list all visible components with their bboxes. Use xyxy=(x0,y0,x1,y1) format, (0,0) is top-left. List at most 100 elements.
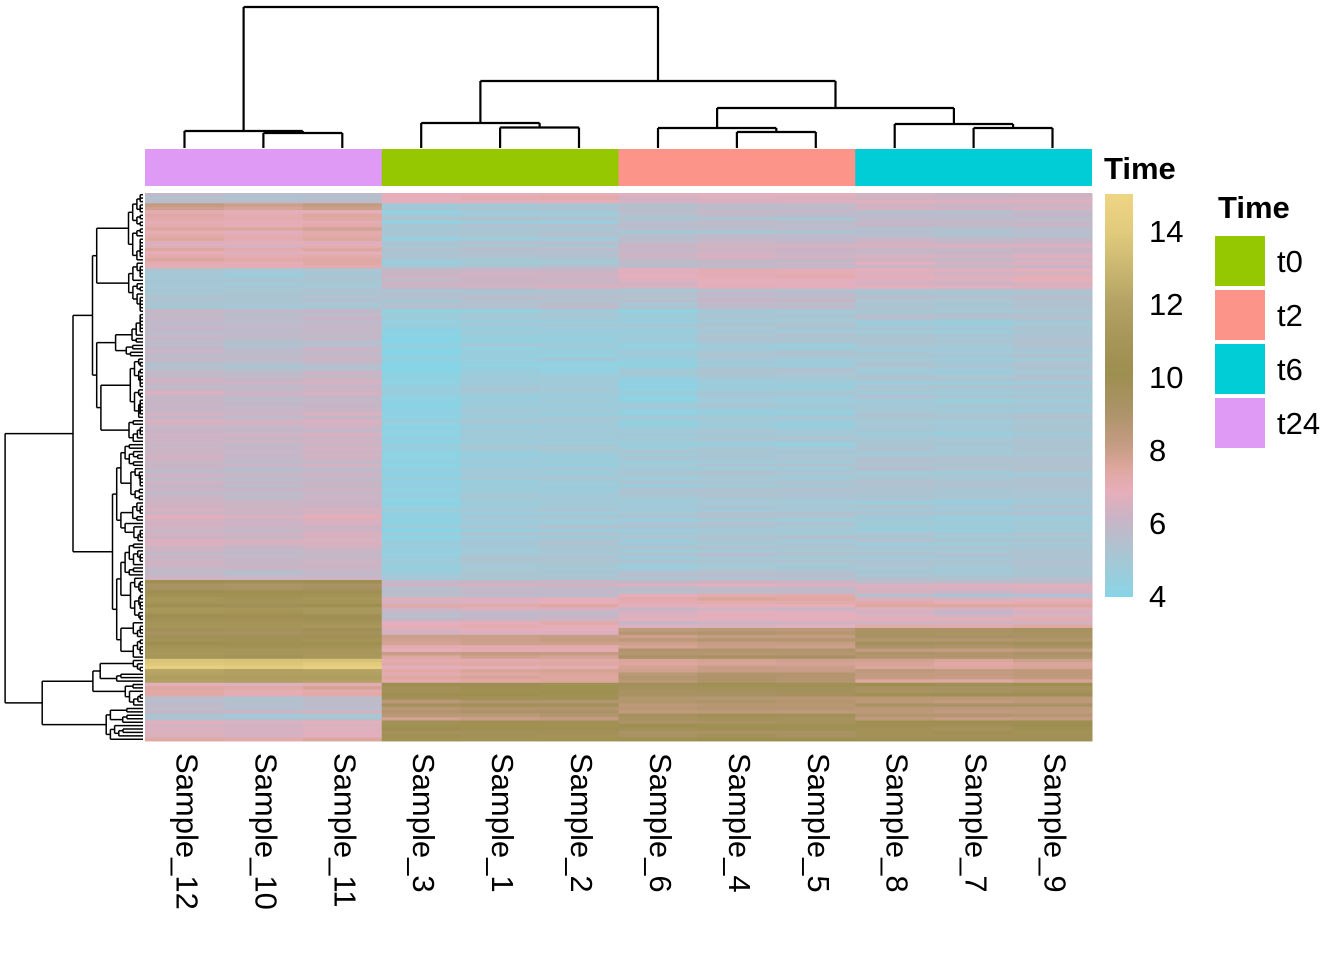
heatmap-cell xyxy=(1013,641,1093,646)
heatmap-cell xyxy=(618,501,698,506)
heatmap-cell xyxy=(302,484,383,489)
heatmap-cell xyxy=(381,422,462,427)
heatmap-cell xyxy=(381,610,462,615)
heatmap-cell xyxy=(776,312,856,317)
heatmap-cell xyxy=(855,490,935,495)
heatmap-cell xyxy=(145,295,225,300)
heatmap-cell xyxy=(934,449,1014,454)
heatmap-cell xyxy=(855,576,935,581)
heatmap-cell xyxy=(1013,299,1093,304)
heatmap-cell xyxy=(855,213,935,218)
heatmap-cell xyxy=(855,275,935,280)
heatmap-cell xyxy=(1013,446,1093,451)
heatmap-cell xyxy=(697,689,777,694)
heatmap-cell xyxy=(618,323,698,328)
heatmap-cell xyxy=(1013,323,1093,328)
heatmap-cell xyxy=(302,302,383,307)
heatmap-cell xyxy=(1013,453,1093,458)
heatmap-cell xyxy=(1013,490,1093,495)
heatmap-cell xyxy=(381,316,462,321)
heatmap-cell xyxy=(539,223,619,228)
heatmap-cell xyxy=(460,586,541,591)
heatmap-cell xyxy=(145,528,225,533)
heatmap-cell xyxy=(776,234,856,238)
heatmap-cell xyxy=(618,415,698,420)
heatmap-cell xyxy=(460,562,541,567)
heatmap-cell xyxy=(934,213,1014,218)
heatmap-cell xyxy=(460,549,541,554)
heatmap-cell xyxy=(618,395,698,399)
column-label: Sample_1 xyxy=(485,753,520,893)
heatmap-cell xyxy=(460,624,541,629)
heatmap-cell xyxy=(776,672,856,677)
heatmap-cell xyxy=(460,494,541,499)
heatmap-cell xyxy=(618,456,698,461)
heatmap-cell xyxy=(223,398,304,403)
heatmap-cell xyxy=(855,604,935,608)
heatmap-cell xyxy=(381,251,462,256)
heatmap-cell xyxy=(697,696,777,701)
heatmap-cell xyxy=(1013,203,1093,208)
heatmap-cell xyxy=(460,258,541,262)
heatmap-cell xyxy=(776,614,856,619)
heatmap-cell xyxy=(1013,521,1093,526)
heatmap-cell xyxy=(145,278,225,283)
heatmap-cell xyxy=(855,703,935,708)
heatmap-cell xyxy=(776,247,856,252)
heatmap-cell xyxy=(618,357,698,362)
heatmap-cell xyxy=(145,504,225,509)
heatmap-cell xyxy=(381,494,462,499)
heatmap-cell xyxy=(539,717,619,721)
heatmap-cell xyxy=(776,456,856,461)
heatmap-cell xyxy=(539,381,619,386)
heatmap-cell xyxy=(539,268,619,273)
heatmap-cell xyxy=(618,549,698,554)
heatmap-cell xyxy=(776,340,856,345)
heatmap-cell xyxy=(381,258,462,262)
heatmap-cell xyxy=(302,576,383,581)
heatmap-cell xyxy=(145,590,225,595)
heatmap-cell xyxy=(145,487,225,492)
heatmap-cell xyxy=(381,518,462,523)
heatmap-cell xyxy=(934,686,1014,691)
heatmap-cell xyxy=(145,473,225,478)
heatmap-cell xyxy=(302,538,383,543)
heatmap-cell xyxy=(1013,494,1093,499)
heatmap-cell xyxy=(460,604,541,608)
heatmap-cell xyxy=(697,285,777,290)
heatmap-cell xyxy=(776,538,856,543)
heatmap-cell xyxy=(776,600,856,605)
heatmap-cell xyxy=(776,309,856,314)
heatmap-cell xyxy=(934,470,1014,475)
heatmap-cell xyxy=(223,384,304,389)
heatmap-cell xyxy=(1013,686,1093,691)
heatmap-cell xyxy=(223,381,304,386)
heatmap-cell xyxy=(145,662,225,667)
heatmap-cell xyxy=(934,699,1014,704)
heatmap-cell xyxy=(1013,576,1093,581)
heatmap-cell xyxy=(381,244,462,249)
heatmap-cell xyxy=(776,316,856,321)
heatmap-cell xyxy=(145,381,225,386)
heatmap-cell xyxy=(302,521,383,526)
column-labels: Sample_12 Sample_10 Sample_11 Sample_3 S… xyxy=(170,753,1073,910)
heatmap-cell xyxy=(934,401,1014,406)
heatmap-cell xyxy=(618,419,698,423)
heatmap-cell xyxy=(381,538,462,543)
legend: t0 t2 t6 t24 xyxy=(1215,236,1320,448)
heatmap-cell xyxy=(855,398,935,403)
heatmap-cell xyxy=(460,617,541,622)
heatmap-cell xyxy=(223,713,304,718)
heatmap-cell xyxy=(302,669,383,673)
heatmap-cell xyxy=(223,672,304,677)
heatmap-cell xyxy=(618,254,698,259)
heatmap-cell xyxy=(697,240,777,245)
heatmap-cell xyxy=(381,689,462,694)
heatmap-cell xyxy=(697,634,777,639)
heatmap-cell xyxy=(460,374,541,379)
heatmap-cell xyxy=(855,586,935,591)
heatmap-cell xyxy=(697,350,777,355)
heatmap-cell xyxy=(934,490,1014,495)
heatmap-cell xyxy=(855,340,935,345)
heatmap-cell xyxy=(618,477,698,482)
